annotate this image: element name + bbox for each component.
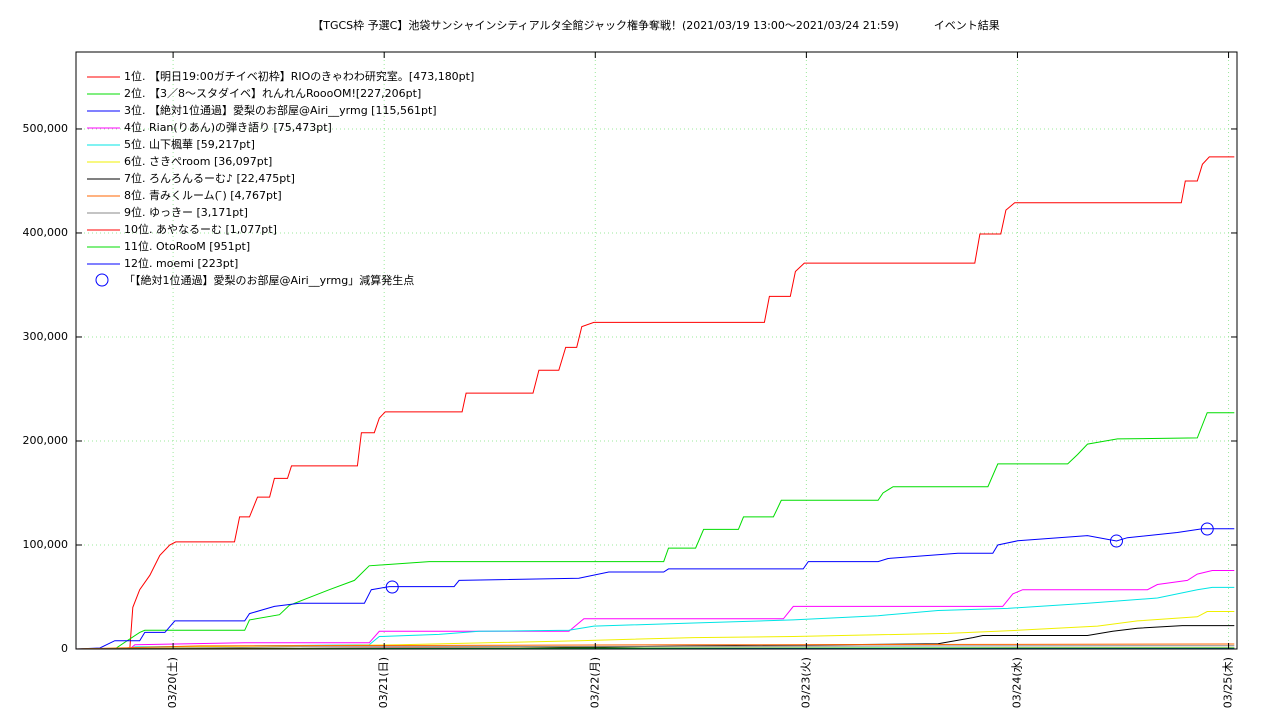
legend-label: 8位. 青みくルーム( ̄) [4,767pt] — [124, 188, 282, 202]
legend-label: 12位. moemi [223pt] — [124, 256, 238, 270]
legend-label: 7位. ろんろんるーむ♪ [22,475pt] — [124, 171, 295, 185]
x-tick-label: 03/25(木) — [1222, 657, 1235, 708]
series-line — [75, 611, 1235, 650]
marker — [1200, 522, 1214, 536]
series-line — [76, 570, 1235, 650]
legend-label: 5位. 山下楓華 [59,217pt] — [124, 137, 255, 151]
y-tick-label: 200,000 — [23, 434, 69, 447]
legend-label: 6位. さきぺroom [36,097pt] — [124, 154, 272, 168]
legend-label: 9位. ゆっきー [3,171pt] — [124, 205, 248, 219]
legend: 1位. 【明日19:00ガチイベ初枠】RIOのきゃわわ研究室。[473,180p… — [87, 69, 474, 287]
x-tick-label: 03/20(土) — [166, 657, 179, 708]
marker — [385, 580, 399, 594]
series-line — [76, 156, 1235, 650]
legend-label: 1位. 【明日19:00ガチイベ初枠】RIOのきゃわわ研究室。[473,180p… — [124, 69, 474, 83]
legend-label: 4位. Rian(りあん)の弾き語り [75,473pt] — [124, 120, 332, 134]
y-tick-label: 400,000 — [23, 226, 69, 239]
x-tick-label: 03/22(月) — [588, 657, 601, 708]
series-line — [75, 645, 1235, 650]
legend-label: 3位. 【絶対1位通過】愛梨のお部屋@Airi__yrmg [115,561pt… — [124, 103, 437, 117]
y-tick-label: 0 — [61, 642, 68, 655]
x-tick-label: 03/21(日) — [377, 657, 390, 708]
y-tick-label: 500,000 — [23, 122, 69, 135]
y-tick-label: 100,000 — [23, 538, 69, 551]
legend-label: 「【絶対1位通過】愛梨のお部屋@Airi__yrmg」減算発生点 — [124, 273, 414, 287]
y-tick-label: 300,000 — [23, 330, 69, 343]
plot-frame — [75, 51, 1238, 650]
x-tick-label: 03/24(水) — [1010, 657, 1023, 708]
chart-title: 【TGCS枠 予選C】池袋サンシャインシティアルタ全館ジャック権争奪戦！(202… — [312, 18, 1000, 32]
legend-marker — [95, 273, 109, 287]
series-line — [75, 643, 1235, 650]
series-line — [76, 412, 1235, 650]
legend-label: 11位. OtoRooM [951pt] — [124, 239, 250, 253]
x-tick-label: 03/23(火) — [799, 657, 812, 708]
marker — [1109, 534, 1123, 548]
series-line — [75, 528, 1235, 650]
axes: 0 100,000 200,000 300,000 400,000 500,000 03/2… — [23, 51, 1238, 708]
legend-label: 2位. 【3／8〜スタダイベ】れんれんRoooOM![227,206pt] — [124, 86, 421, 100]
legend-label: 10位. あやなるーむ [1,077pt] — [124, 222, 277, 236]
